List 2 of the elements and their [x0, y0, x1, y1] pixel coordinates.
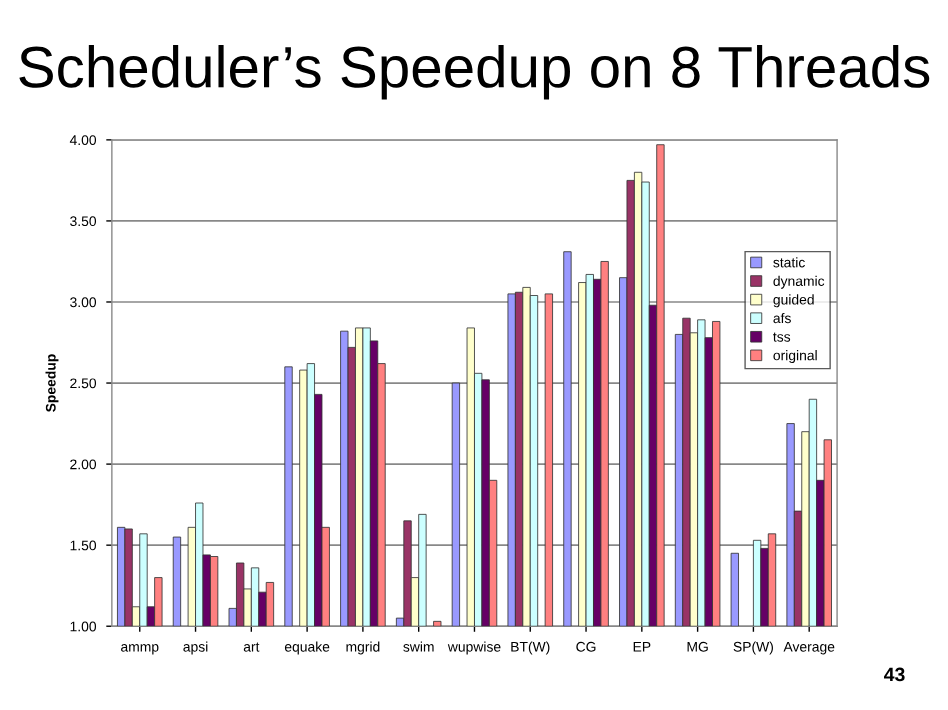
chart-title: Scheduler’s Speedup on 8 Threads: [19, 45, 930, 100]
text: 43: [884, 667, 905, 682]
